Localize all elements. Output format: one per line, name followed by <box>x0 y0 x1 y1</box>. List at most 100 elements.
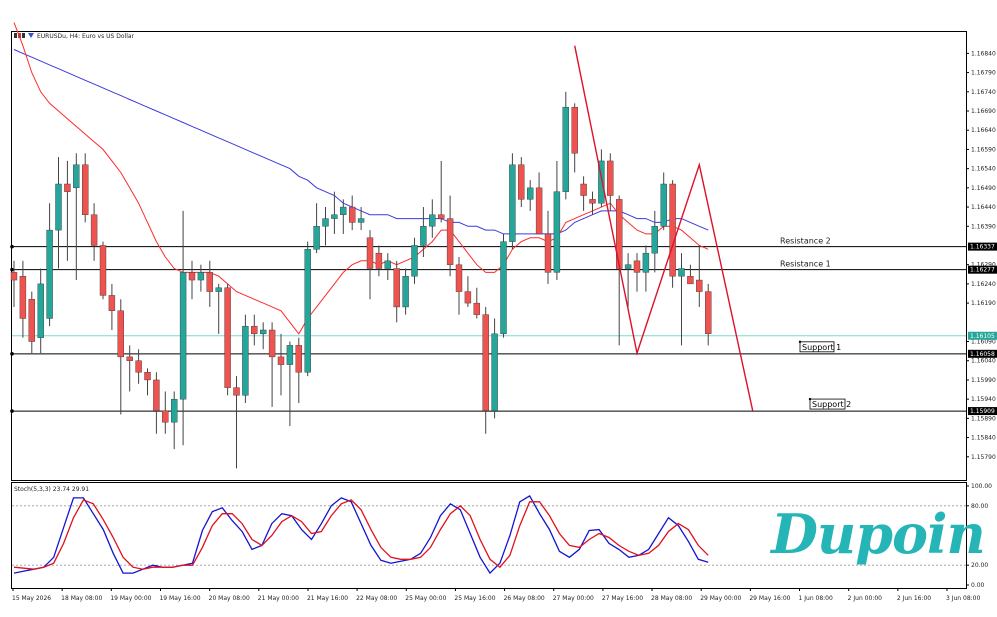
candle <box>322 207 329 246</box>
candle-body <box>598 160 605 204</box>
level-anchor[interactable] <box>10 244 14 249</box>
candle-body <box>322 218 329 227</box>
level-anchor[interactable] <box>10 409 14 413</box>
candle <box>206 260 214 307</box>
candle <box>402 268 409 315</box>
candle <box>375 245 383 277</box>
price-tick-label: 1.16540 <box>971 166 996 173</box>
level-name-box[interactable] <box>809 398 846 410</box>
support-resistance-levels: 1.16337 Resistance 2 1.16277 Resistance 1 1.… <box>10 237 997 416</box>
time-tick-label: 20 May 08:00 <box>209 595 250 602</box>
price-tick-label: 1.16640 <box>971 127 996 134</box>
level-price-label: 1.16277 <box>970 267 995 274</box>
candle-body <box>544 233 552 273</box>
candle <box>509 153 516 250</box>
candle <box>170 391 178 450</box>
candle <box>10 260 18 307</box>
stoch-signal-line <box>13 499 709 570</box>
price-tick-label: 1.16240 <box>971 281 996 288</box>
price-tick-label: 1.15890 <box>971 415 996 422</box>
stochastic-oscillator <box>13 494 709 575</box>
timeframe-icon[interactable] <box>28 33 34 38</box>
candle <box>331 191 338 234</box>
candle <box>357 207 365 231</box>
candle-body <box>304 249 311 373</box>
level-price-label: 1.16337 <box>970 244 995 251</box>
candle <box>81 153 89 223</box>
candle-body <box>135 360 142 373</box>
candle-body <box>607 160 614 196</box>
candle-body <box>170 398 178 423</box>
candle <box>153 372 160 434</box>
candle-body <box>438 214 445 219</box>
candle <box>696 245 703 307</box>
candle-body <box>429 214 436 227</box>
candle-body <box>206 272 214 292</box>
time-tick-label: 19 May 16:00 <box>159 595 200 602</box>
price-tick-label: 1.15940 <box>971 396 996 403</box>
candle-body <box>375 252 383 269</box>
level-anchor[interactable] <box>10 267 14 272</box>
stoch-grid: 100.00 80.00 20.00 0.00 <box>12 483 992 589</box>
level-name-box[interactable] <box>799 341 835 353</box>
level-name: Support 2 <box>812 400 851 409</box>
candle <box>349 195 356 231</box>
candle-body <box>64 183 71 192</box>
price-tick-label: 1.16490 <box>971 185 996 192</box>
level-price-tag <box>968 242 997 251</box>
candle-body <box>705 291 712 335</box>
candle-body <box>696 279 703 292</box>
candle-body <box>340 206 347 215</box>
candle-body <box>402 276 409 308</box>
candle-body <box>562 106 569 192</box>
level-box-anchor <box>808 397 812 401</box>
price-tick-label: 1.16390 <box>971 223 996 230</box>
candle-body <box>535 187 543 235</box>
stoch-tick-label: 80.00 <box>971 503 988 510</box>
candle <box>286 341 294 427</box>
candle-body <box>126 356 133 361</box>
candle-body <box>651 226 658 254</box>
chart-menu-icon[interactable] <box>14 33 25 38</box>
time-tick-label: 29 May 00:00 <box>700 595 741 602</box>
level-name: Resistance 1 <box>780 260 831 269</box>
level-anchor[interactable] <box>10 352 14 356</box>
candle-body <box>349 206 356 223</box>
time-tick-label: 1 Jun 08:00 <box>799 595 833 602</box>
candle <box>28 291 35 354</box>
time-tick-label: 15 May 2026 <box>12 595 51 602</box>
time-tick-label: 25 May 00:00 <box>405 595 446 602</box>
candle-body <box>73 164 80 189</box>
time-tick-label: 18 May 08:00 <box>61 595 102 602</box>
candle <box>108 283 116 330</box>
time-tick-label: 22 May 08:00 <box>356 595 397 602</box>
candle-body <box>179 272 187 400</box>
candle <box>162 391 169 434</box>
candle <box>562 91 569 200</box>
candle <box>188 260 196 300</box>
candle <box>37 268 44 354</box>
stoch-main-line <box>13 494 709 575</box>
candle <box>144 368 151 396</box>
zigzag-line <box>574 45 754 411</box>
candle <box>482 306 489 434</box>
candle <box>117 299 125 415</box>
time-tick-label: 21 May 00:00 <box>258 595 299 602</box>
logo-text: Dupoin <box>769 502 985 566</box>
candle-body <box>37 283 44 338</box>
time-tick-label: 21 May 16:00 <box>307 595 348 602</box>
candle <box>99 241 107 300</box>
candle-body <box>277 356 285 365</box>
candle-body <box>420 226 427 246</box>
price-tick-label: 1.16790 <box>971 70 996 77</box>
candle-body <box>313 226 320 250</box>
price-tick-label: 1.15790 <box>971 454 996 461</box>
candle-body <box>19 276 27 319</box>
candle <box>446 195 454 277</box>
time-tick-label: 27 May 16:00 <box>602 595 643 602</box>
candle-body <box>527 187 534 200</box>
candle-body <box>10 272 18 281</box>
candle <box>624 253 632 307</box>
